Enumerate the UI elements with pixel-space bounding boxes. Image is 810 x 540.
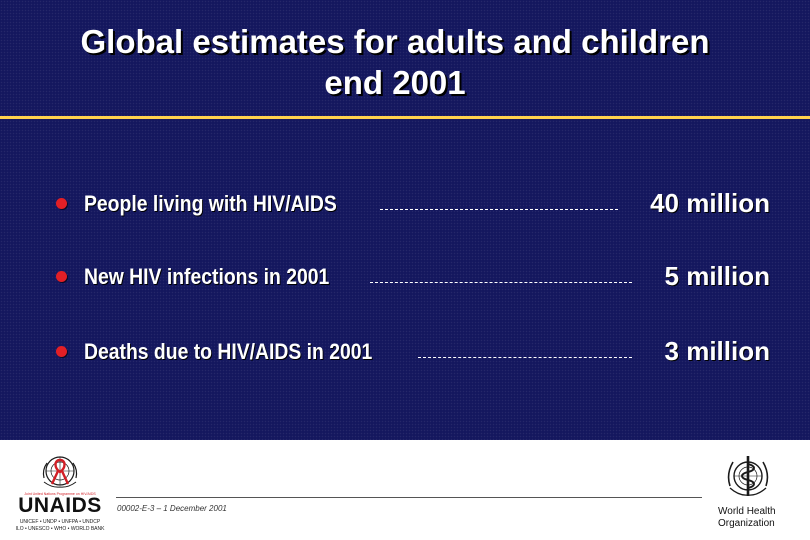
unaids-logo: Joint United Nations Programme on HIV/AI… xyxy=(14,452,106,536)
who-emblem-icon xyxy=(727,456,769,496)
stat-value: 40 million xyxy=(650,188,770,218)
stat-value: 5 million xyxy=(664,261,770,291)
dotted-leader xyxy=(370,282,632,283)
dotted-leader xyxy=(380,209,618,210)
unaids-sponsors-1: UNICEF • UNDP • UNFPA • UNDCP xyxy=(19,519,101,525)
unaids-tagline: Joint United Nations Programme on HIV/AI… xyxy=(24,492,96,496)
footer-divider xyxy=(116,497,702,498)
slide-title-line-2: end 2001 xyxy=(324,64,466,101)
dotted-leader xyxy=(418,357,632,358)
stat-label: People living with HIV/AIDS xyxy=(84,191,337,216)
unaids-sponsors-2: ILO • UNESCO • WHO • WORLD BANK xyxy=(15,526,105,532)
unaids-wordmark: UNAIDS xyxy=(18,494,102,517)
stat-value: 3 million xyxy=(664,336,770,366)
slide-reference-code: 00002-E-3 – 1 December 2001 xyxy=(117,504,227,513)
bullet-dot-icon xyxy=(56,271,67,282)
bullet-dot-icon xyxy=(56,198,67,209)
slide-title: Global estimates for adults and children… xyxy=(0,21,790,103)
un-ribbon-icon xyxy=(42,456,78,488)
slide-title-line-1: Global estimates for adults and children xyxy=(80,23,710,60)
who-logo: World Health Organization xyxy=(714,452,794,536)
stat-row-new-infections: New HIV infections in 2001 5 million xyxy=(0,259,810,295)
who-name-line-2: Organization xyxy=(718,518,775,529)
stat-row-deaths: Deaths due to HIV/AIDS in 2001 3 million xyxy=(0,334,810,370)
who-name-line-1: World Health xyxy=(718,506,776,517)
slide-background xyxy=(0,0,810,440)
stat-label: Deaths due to HIV/AIDS in 2001 xyxy=(84,339,373,364)
stat-label: New HIV infections in 2001 xyxy=(84,264,330,289)
stat-row-living: People living with HIV/AIDS 40 million xyxy=(0,186,810,222)
who-wordmark: World Health Organization xyxy=(714,506,794,530)
title-divider xyxy=(0,116,810,119)
bullet-dot-icon xyxy=(56,346,67,357)
